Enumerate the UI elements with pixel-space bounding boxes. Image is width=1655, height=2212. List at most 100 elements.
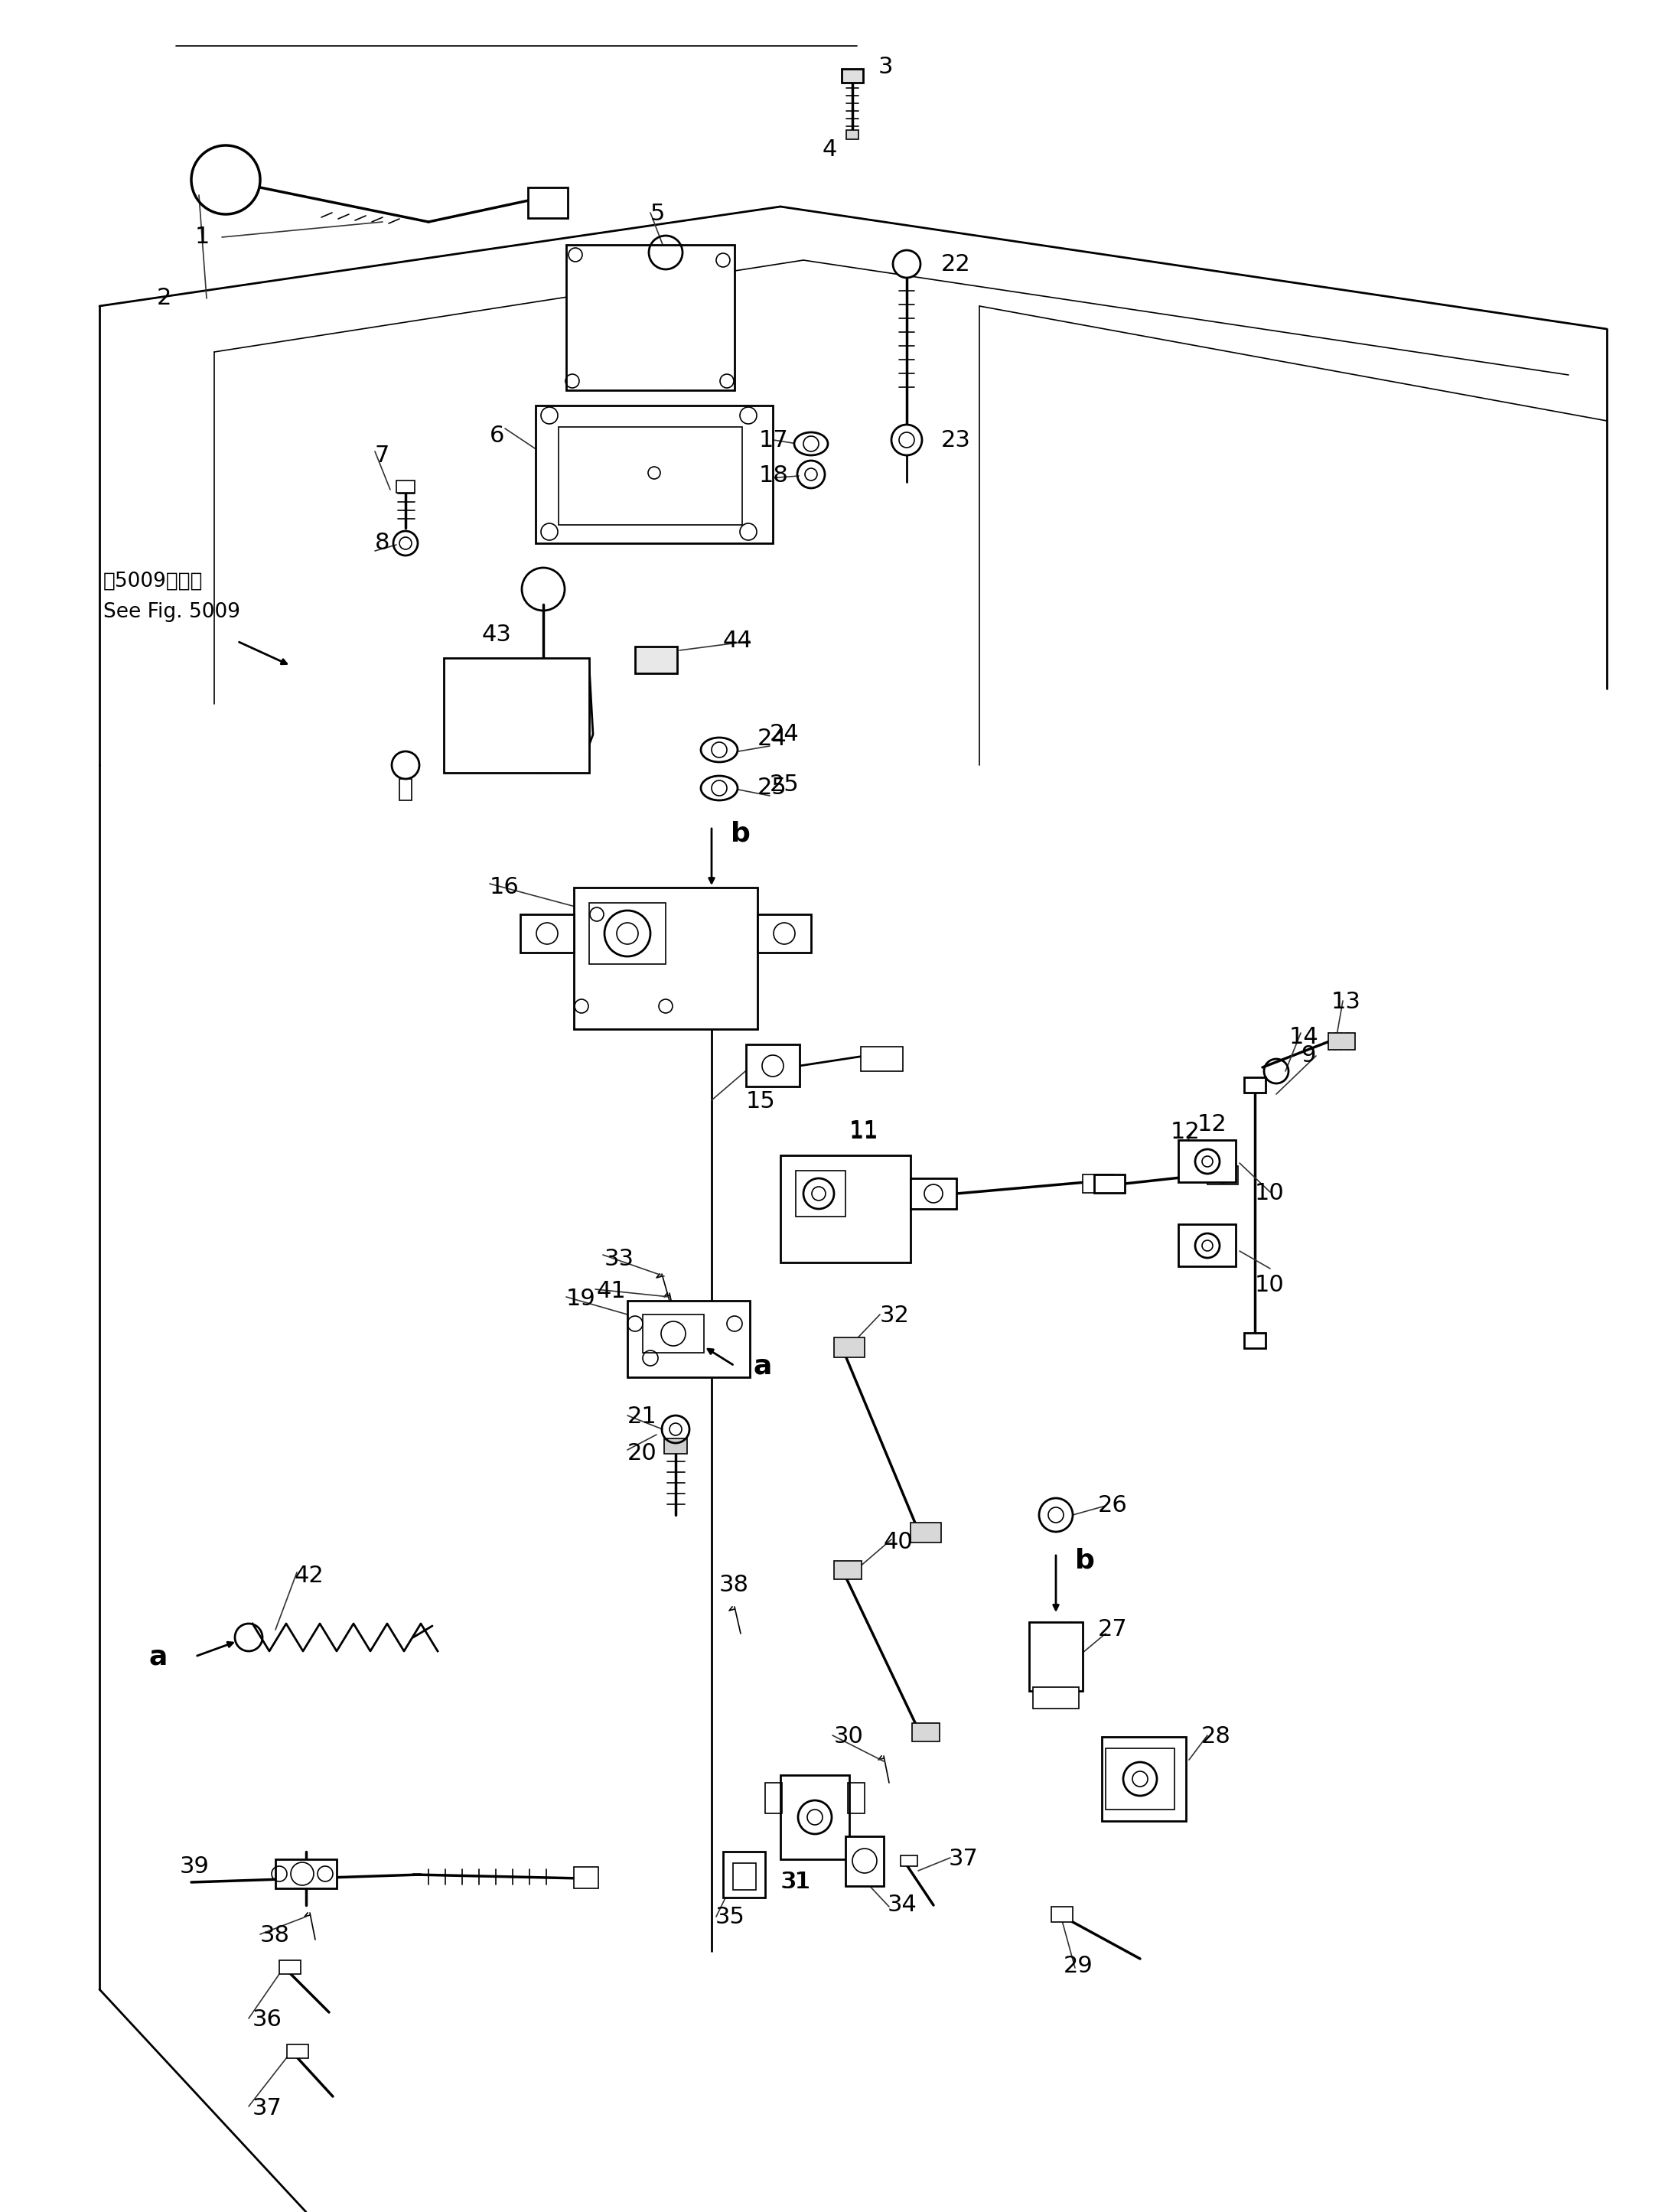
Bar: [444, 657, 589, 772]
Circle shape: [892, 425, 922, 456]
Text: a: a: [149, 1644, 167, 1670]
Bar: [1029, 1621, 1082, 1690]
Text: 16: 16: [490, 876, 520, 898]
Text: 13: 13: [1331, 991, 1360, 1013]
Text: 41: 41: [597, 1281, 627, 1303]
Text: 9: 9: [1301, 1044, 1316, 1066]
Bar: [758, 914, 811, 953]
Text: 37: 37: [948, 1849, 978, 1871]
Bar: [910, 1522, 942, 1542]
Bar: [396, 480, 415, 493]
Text: 23: 23: [942, 429, 971, 451]
Bar: [861, 1046, 904, 1071]
Text: 19: 19: [566, 1287, 596, 1310]
Bar: [627, 1301, 750, 1378]
Bar: [1178, 1223, 1236, 1265]
Bar: [900, 1856, 917, 1867]
Text: 28: 28: [1202, 1725, 1231, 1747]
Text: 12: 12: [1170, 1121, 1200, 1144]
Text: 29: 29: [1064, 1955, 1094, 1978]
Bar: [733, 1863, 756, 1889]
Bar: [781, 1774, 849, 1860]
Text: 24: 24: [770, 723, 799, 745]
Text: 25: 25: [770, 774, 799, 796]
Bar: [520, 914, 574, 953]
Bar: [910, 1179, 957, 1210]
Text: 4: 4: [823, 137, 837, 159]
Text: a: a: [753, 1354, 773, 1378]
Text: 36: 36: [253, 2008, 283, 2031]
Bar: [765, 1783, 781, 1814]
Bar: [912, 1723, 940, 1741]
Text: 44: 44: [723, 630, 753, 653]
Bar: [280, 1960, 301, 1973]
Text: 26: 26: [1097, 1495, 1127, 1517]
Text: 10: 10: [1254, 1183, 1284, 1206]
Text: 1: 1: [195, 226, 210, 248]
Text: 11: 11: [849, 1121, 879, 1144]
Bar: [847, 1783, 864, 1814]
Text: 18: 18: [760, 465, 789, 487]
Text: 15: 15: [746, 1091, 776, 1113]
Text: 37: 37: [253, 2097, 283, 2119]
Bar: [746, 1044, 799, 1086]
Text: See Fig. 5009: See Fig. 5009: [103, 602, 240, 622]
Bar: [1033, 1688, 1079, 1708]
Bar: [589, 902, 665, 964]
Bar: [286, 2044, 308, 2057]
Circle shape: [1039, 1498, 1072, 1531]
Bar: [1245, 1077, 1266, 1093]
Text: 10: 10: [1254, 1274, 1284, 1296]
Bar: [558, 427, 741, 524]
Bar: [1208, 1166, 1238, 1183]
Text: 第5009図参照: 第5009図参照: [103, 571, 204, 591]
Bar: [723, 1851, 765, 1898]
Text: 11: 11: [849, 1119, 879, 1141]
Bar: [1082, 1175, 1114, 1192]
Bar: [781, 1155, 910, 1263]
Text: 31: 31: [781, 1871, 811, 1893]
Text: 22: 22: [942, 252, 971, 274]
Bar: [399, 779, 412, 801]
Ellipse shape: [794, 431, 828, 456]
Text: 33: 33: [604, 1248, 634, 1270]
Text: 39: 39: [180, 1856, 210, 1878]
Text: 2: 2: [157, 288, 172, 310]
Text: 40: 40: [884, 1531, 914, 1553]
Bar: [842, 69, 862, 82]
Text: 3: 3: [879, 55, 894, 77]
Bar: [642, 1314, 703, 1354]
Text: 43: 43: [482, 624, 511, 646]
Text: 35: 35: [715, 1905, 745, 1927]
Text: b: b: [1076, 1548, 1096, 1575]
Bar: [664, 1438, 687, 1453]
Ellipse shape: [700, 737, 738, 763]
Bar: [275, 1860, 336, 1889]
Bar: [1102, 1736, 1187, 1820]
Bar: [1329, 1033, 1355, 1051]
Text: 17: 17: [760, 429, 789, 451]
Text: 32: 32: [880, 1305, 910, 1327]
Bar: [528, 188, 568, 219]
Text: 38: 38: [260, 1924, 290, 1947]
Text: 8: 8: [376, 533, 391, 555]
Text: 24: 24: [758, 728, 788, 750]
Bar: [834, 1562, 862, 1579]
Text: 6: 6: [490, 425, 505, 447]
Bar: [1178, 1139, 1236, 1181]
Text: 14: 14: [1289, 1026, 1319, 1048]
Bar: [566, 246, 735, 389]
Bar: [1094, 1175, 1125, 1192]
Text: 34: 34: [887, 1893, 917, 1916]
Bar: [574, 887, 758, 1029]
Text: 25: 25: [758, 776, 788, 799]
Bar: [1106, 1747, 1175, 1809]
Bar: [846, 1836, 884, 1887]
Circle shape: [894, 250, 920, 279]
Bar: [574, 1867, 599, 1889]
Text: 7: 7: [376, 445, 389, 467]
Bar: [536, 405, 773, 544]
Text: 27: 27: [1097, 1619, 1127, 1641]
Text: 42: 42: [295, 1566, 324, 1588]
Bar: [1051, 1907, 1072, 1922]
